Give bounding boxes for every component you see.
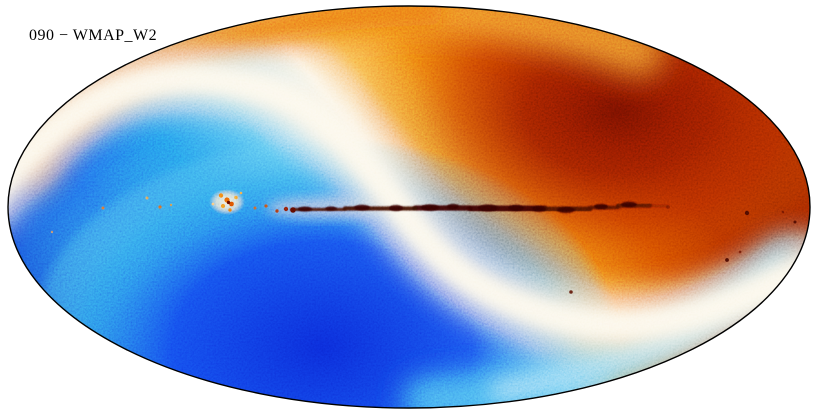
map-title-label: 090 − WMAP_W2 bbox=[29, 27, 158, 44]
projection-outline bbox=[7, 5, 811, 409]
